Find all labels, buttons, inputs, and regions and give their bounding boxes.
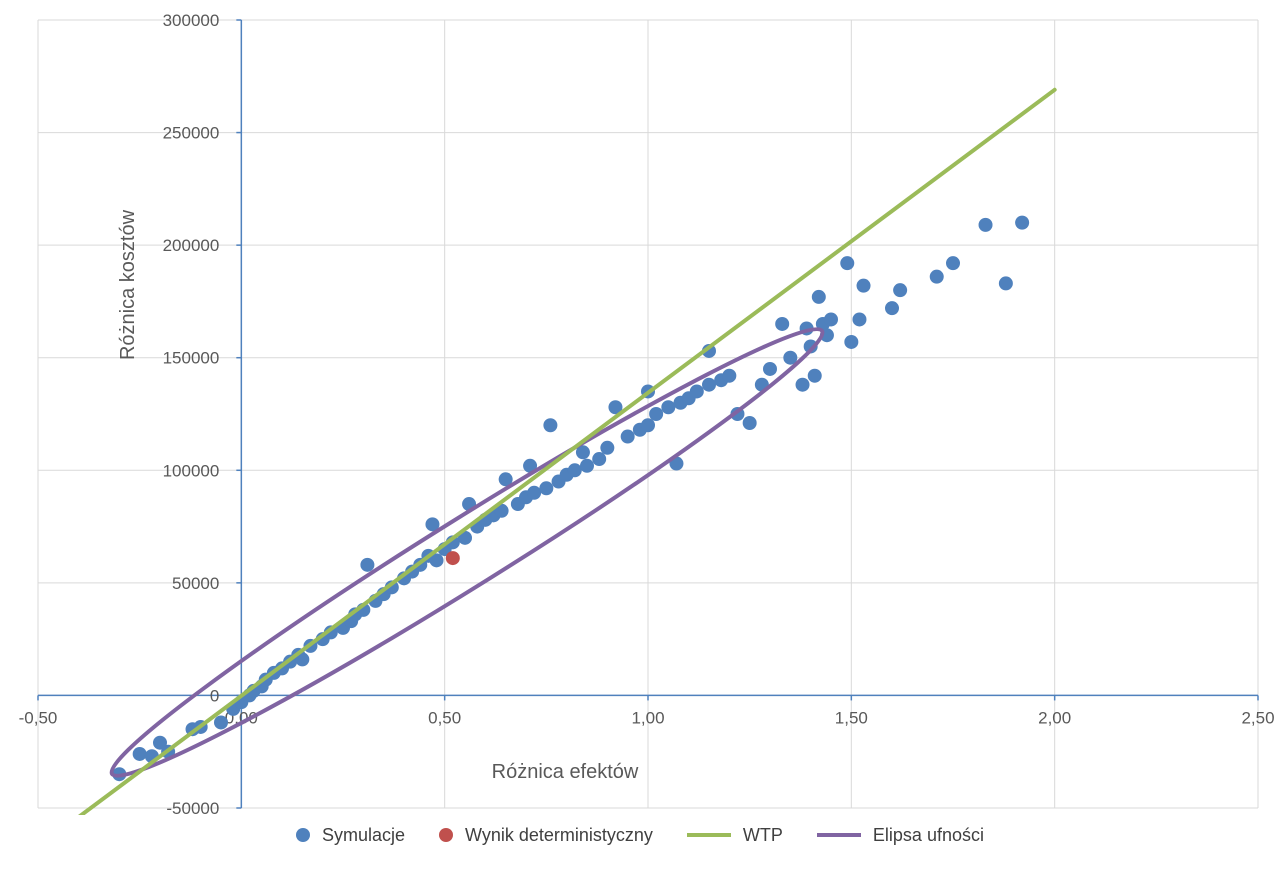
legend: Symulacje Wynik deterministyczny WTP Eli… [0,815,1280,855]
y-tick-label: 250000 [163,124,220,143]
simulation-point [425,517,440,532]
simulation-point [807,368,822,383]
simulation-point [852,312,867,327]
y-tick-label: 150000 [163,349,220,368]
y-tick-label: -50000 [166,799,219,815]
x-tick-label: 1,50 [835,708,868,727]
simulation-point [360,557,375,572]
y-tick-label: 300000 [163,11,220,30]
legend-marker-wynik-deterministyczny [439,828,454,842]
simulation-point [458,530,472,545]
simulation-point [844,334,859,349]
wtp-line [78,87,1057,815]
simulation-point [295,652,310,667]
y-tick-label: 50000 [172,574,219,593]
series-symulacje [112,215,1030,782]
simulation-point [978,217,993,232]
legend-item-wynik-deterministyczny: Wynik deterministyczny [439,825,653,846]
x-tick-label: -0,50 [19,708,58,727]
y-tick-label: 100000 [163,461,220,480]
x-axis-title: Różnica efektów [492,761,639,783]
simulation-point [523,458,538,473]
series-wtp [78,87,1057,815]
simulation-point [689,384,704,399]
series-elipsa-ufnosci [109,327,825,778]
legend-marker-wtp [686,833,731,837]
y-axis-title: Różnica kosztów [117,209,139,360]
deterministic-point [445,551,460,566]
simulation-point [620,429,635,444]
simulation-point [929,269,944,284]
simulation-point [153,735,167,750]
simulation-point [539,481,554,496]
y-tick-label: 200000 [163,236,220,255]
simulation-point [498,472,513,487]
simulation-point [641,418,655,433]
simulation-point [763,361,777,376]
simulation-point [998,276,1013,291]
simulation-point [702,377,716,392]
simulation-point [742,416,757,431]
legend-label-symulacje: Symulacje [322,824,406,845]
simulation-point [1015,215,1030,230]
legend-marker-symulacje [296,828,310,842]
simulation-point [543,418,558,433]
x-tick-label: 0,50 [428,708,461,727]
legend-item-symulacje: Symulacje [296,825,405,846]
grid-lines [37,19,1259,809]
legend-label-wtp: WTP [742,824,783,845]
simulation-point [811,289,826,304]
simulation-point [608,400,623,415]
legend-label-wynik-deterministyczny: Wynik deterministyczny [465,824,653,845]
simulation-point [824,312,838,327]
simulation-point [885,301,899,316]
legend-item-elipsa-ufnosci: Elipsa ufności [816,824,984,846]
x-tick-label: 1,00 [631,708,664,727]
simulation-point [702,343,716,358]
simulation-point [132,746,147,761]
simulation-point [722,368,737,383]
simulation-point [649,407,664,421]
simulation-point [893,283,908,298]
simulation-point [567,463,582,478]
simulation-point [214,715,228,730]
simulation-point [661,400,676,415]
legend-item-wtp: WTP [686,824,783,846]
simulation-point [946,256,960,271]
simulation-point [795,377,810,392]
y-tick-labels: -50000 0 50000 100000 150000 200000 250000 3000… [163,11,220,815]
simulation-point [580,458,594,473]
x-tick-label: 2,50 [1241,708,1274,727]
x-tick-label: 2,00 [1038,708,1071,727]
simulation-point [840,256,855,271]
simulation-point [856,278,871,293]
simulation-point [783,350,798,365]
simulation-point [494,503,509,518]
simulation-point [803,339,818,354]
series-wynik-deterministyczny [445,551,460,566]
y-tick-label: 0 [210,686,219,705]
simulation-point [575,445,590,460]
x-tick-labels: -0,50 0,00 0,50 1,00 1,50 2,00 2,50 [19,708,1275,727]
simulation-point [592,452,607,467]
simulation-point [527,485,542,500]
confidence-ellipse [109,327,825,778]
legend-marker-elipsa-ufnosci [816,833,861,837]
simulation-point [600,440,615,455]
cost-effectiveness-chart: -0,50 0,00 0,50 1,00 1,50 2,00 2,50 -500000500… [19,11,1275,815]
simulation-point [429,553,444,568]
legend-label-elipsa-ufnosci: Elipsa ufności [872,824,984,845]
simulation-point [775,316,790,331]
